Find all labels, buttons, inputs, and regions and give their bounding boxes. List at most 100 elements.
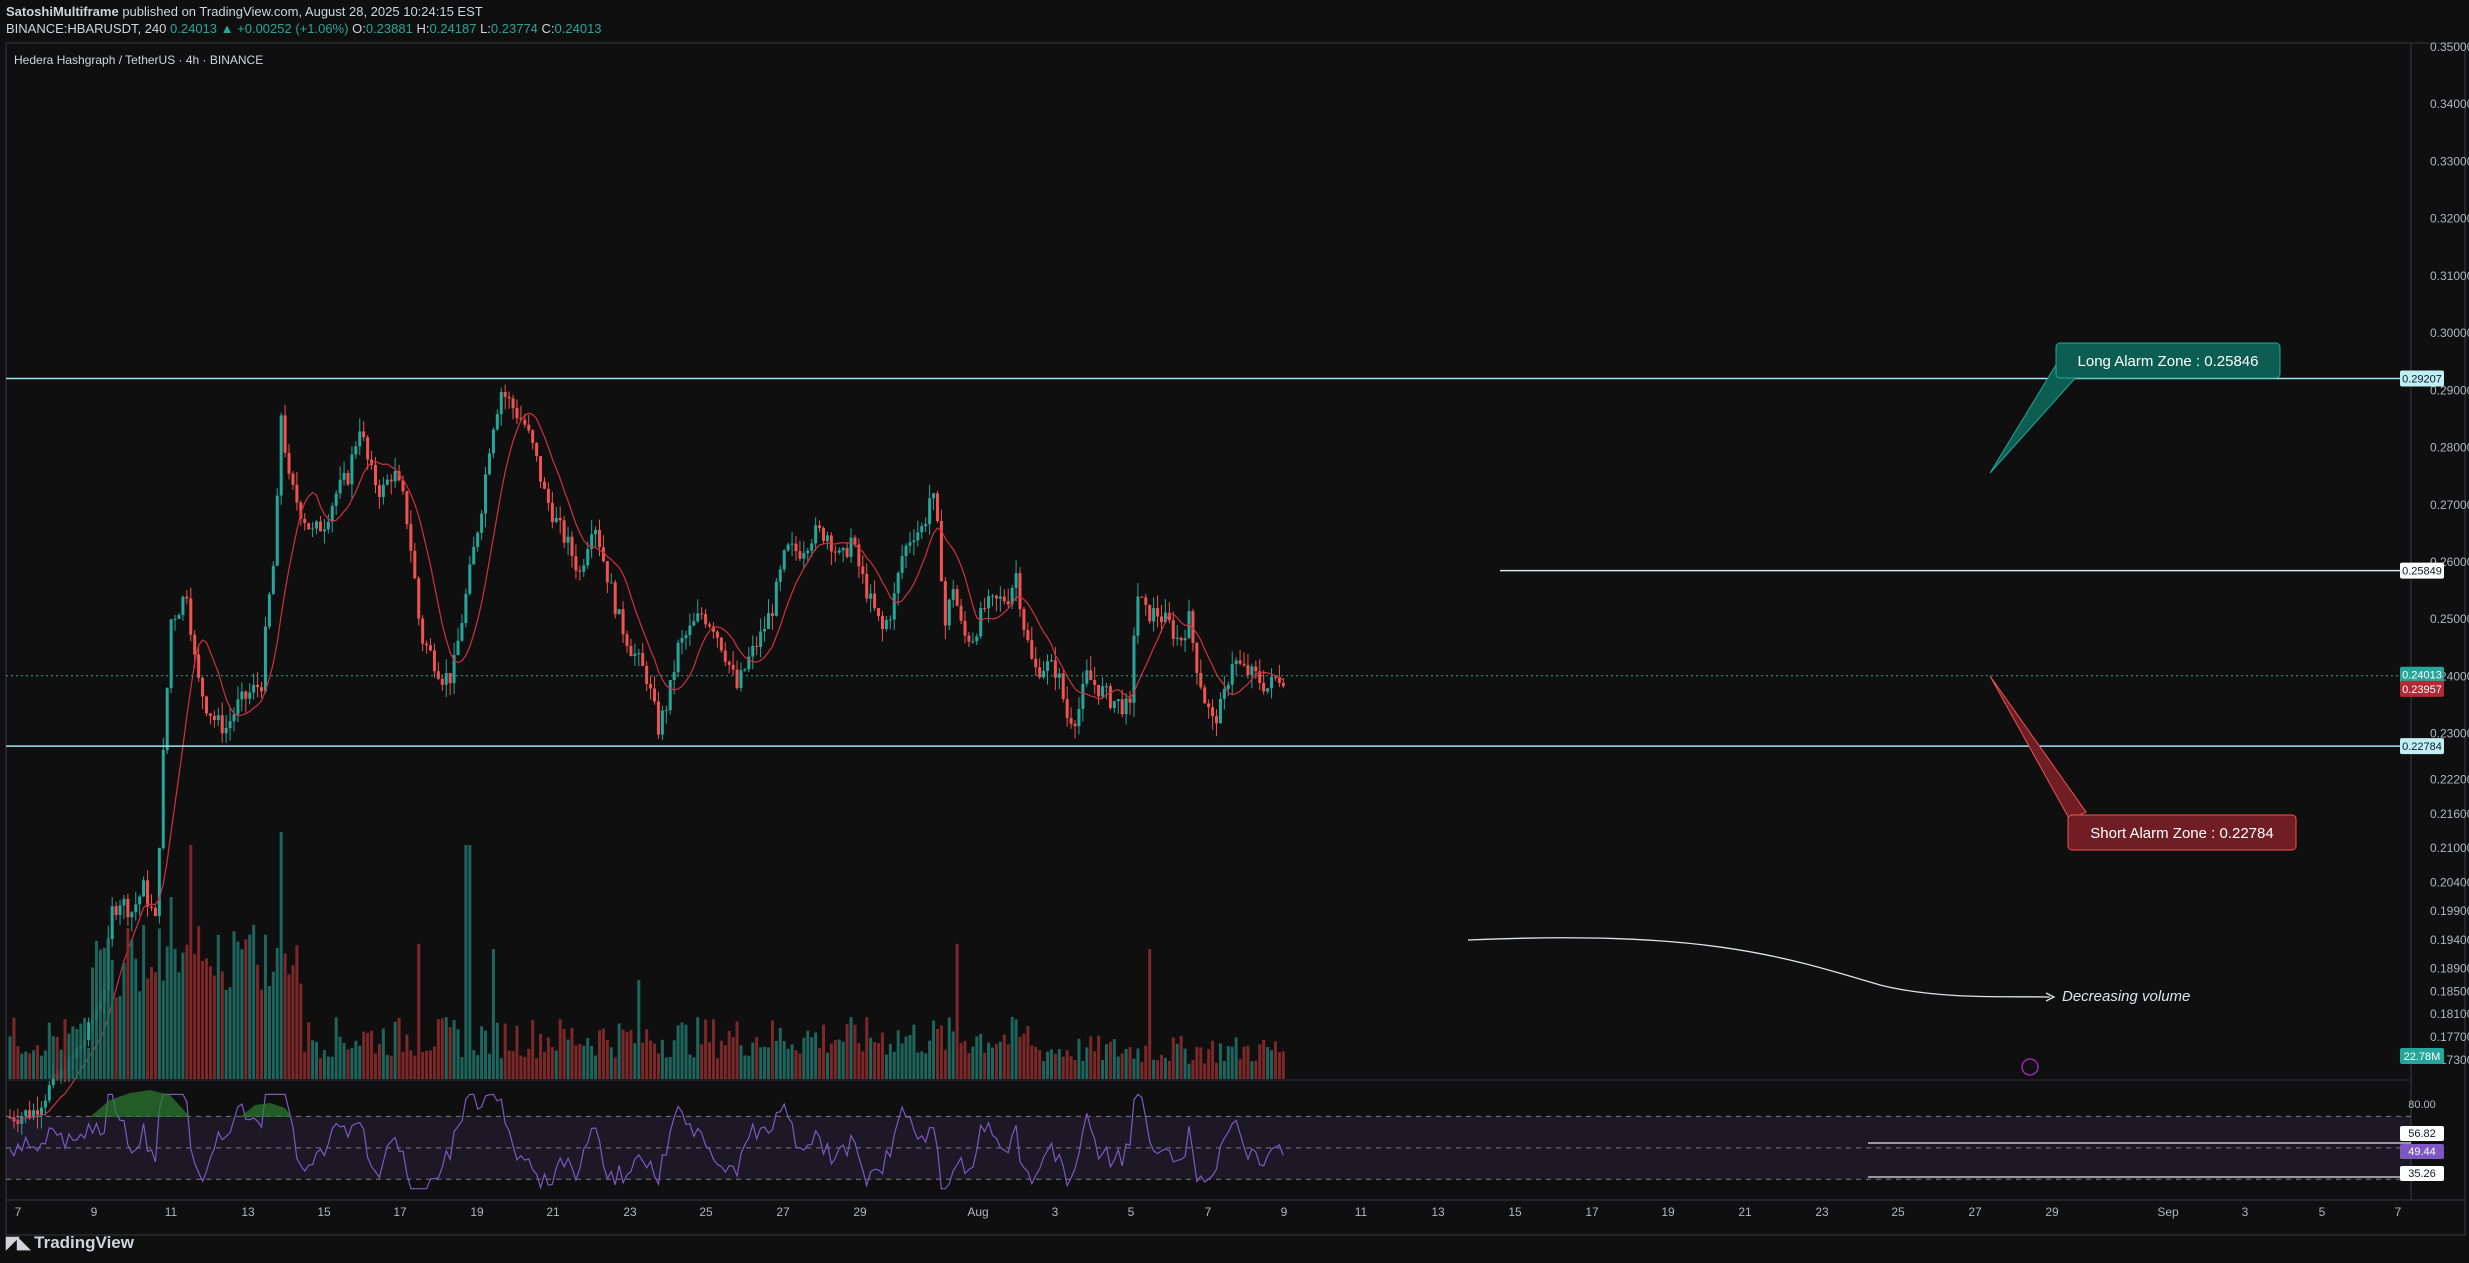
candle-body xyxy=(1053,660,1057,678)
candle-body xyxy=(1073,723,1077,727)
candle-body xyxy=(1234,660,1238,665)
candle-body xyxy=(676,642,680,673)
candle-body xyxy=(613,582,617,615)
volume-bar xyxy=(1002,1034,1006,1079)
volume-bar xyxy=(212,975,216,1079)
candle-body xyxy=(1152,608,1156,622)
volume-bar xyxy=(676,1025,680,1079)
time-tick-label: 11 xyxy=(165,1205,178,1219)
volume-bar xyxy=(1144,1045,1148,1079)
volume-bar xyxy=(146,978,150,1079)
volume-bar xyxy=(252,924,256,1079)
volume-trend-curve xyxy=(1467,937,2051,998)
candle-body xyxy=(24,1110,28,1117)
candle-body xyxy=(1218,698,1222,724)
volume-bar xyxy=(39,1055,43,1079)
volume-bar xyxy=(829,1043,833,1079)
candle-body xyxy=(157,847,161,916)
volume-bar xyxy=(1281,1051,1285,1079)
volume-bar xyxy=(582,1045,586,1079)
volume-bar xyxy=(633,1043,637,1079)
volume-bar xyxy=(1270,1050,1274,1079)
candle-body xyxy=(928,498,932,525)
volume-bar xyxy=(106,937,110,1079)
candle-body xyxy=(1065,699,1069,719)
rsi-value-badge xyxy=(2400,1126,2444,1141)
candle-body xyxy=(1281,682,1285,687)
volume-bar xyxy=(731,1037,735,1079)
volume-bar xyxy=(153,972,157,1079)
candle-body xyxy=(1101,686,1105,697)
volume-bar xyxy=(295,945,299,1079)
volume-bar xyxy=(935,1029,939,1079)
candle-body xyxy=(342,472,346,480)
candle-body xyxy=(346,472,350,485)
volume-bar xyxy=(994,1043,998,1079)
volume-bar xyxy=(833,1039,837,1079)
candle-body xyxy=(464,593,468,624)
volume-bar xyxy=(377,1043,381,1079)
candle-body xyxy=(114,906,118,915)
candle-body xyxy=(704,614,708,625)
volume-bar xyxy=(385,1054,389,1079)
candle-body xyxy=(755,645,759,647)
volume-bar xyxy=(1014,1019,1018,1079)
volume-bar xyxy=(1203,1063,1207,1079)
volume-bar xyxy=(531,1020,535,1079)
candle-body xyxy=(130,912,134,918)
level-price-label: 0.25849 xyxy=(2402,566,2442,578)
volume-bar xyxy=(841,1041,845,1079)
volume-bar xyxy=(586,1037,590,1079)
volume-bar xyxy=(201,960,205,1079)
close-label: C: xyxy=(541,21,555,36)
volume-bar xyxy=(1128,1046,1132,1079)
volume-bar xyxy=(1156,1060,1160,1079)
candle-body xyxy=(578,570,582,572)
volume-bar xyxy=(318,1057,322,1079)
candle-body xyxy=(1057,673,1061,678)
author-name[interactable]: SatoshiMultiframe xyxy=(6,4,119,19)
volume-bar xyxy=(263,934,267,1079)
candle-body xyxy=(896,573,900,594)
volume-bar xyxy=(134,958,138,1079)
volume-bar xyxy=(122,962,126,1079)
candle-body xyxy=(1238,660,1242,664)
volume-annotation-label: Decreasing volume xyxy=(2062,988,2190,1005)
candle-body xyxy=(594,529,598,535)
candle-body xyxy=(338,479,342,494)
volume-bar xyxy=(605,1040,609,1079)
candle-body xyxy=(32,1110,36,1118)
candle-body xyxy=(1112,701,1116,708)
volume-bar xyxy=(1093,1051,1097,1079)
candle-body xyxy=(546,488,550,503)
volume-bar xyxy=(747,1055,751,1079)
candle-body xyxy=(979,608,983,637)
volume-bar xyxy=(723,1045,727,1079)
time-tick-label: 27 xyxy=(1968,1205,1982,1219)
time-tick-label: Sep xyxy=(2157,1205,2179,1219)
time-tick-label: 13 xyxy=(241,1205,255,1219)
candle-body xyxy=(963,620,967,636)
candle-body xyxy=(759,631,763,647)
volume-bar xyxy=(770,1020,774,1079)
candle-body xyxy=(998,596,1002,599)
short-alarm-label: Short Alarm Zone : 0.22784 xyxy=(2090,825,2273,842)
volume-bar xyxy=(130,939,134,1079)
level-price-badge xyxy=(2400,562,2444,579)
volume-bar xyxy=(1057,1049,1061,1079)
candle-body xyxy=(1124,698,1128,715)
volume-bar xyxy=(664,1057,668,1079)
candle-body xyxy=(487,453,491,475)
candle-body xyxy=(236,699,240,715)
candle-body xyxy=(1022,609,1026,630)
candle-body xyxy=(122,898,126,906)
volume-bar xyxy=(98,949,102,1079)
volume-bar xyxy=(983,1052,987,1079)
volume-bar xyxy=(193,953,197,1079)
time-tick-label: 19 xyxy=(470,1205,484,1219)
volume-bar xyxy=(1073,1060,1077,1079)
volume-bar xyxy=(350,1047,354,1079)
